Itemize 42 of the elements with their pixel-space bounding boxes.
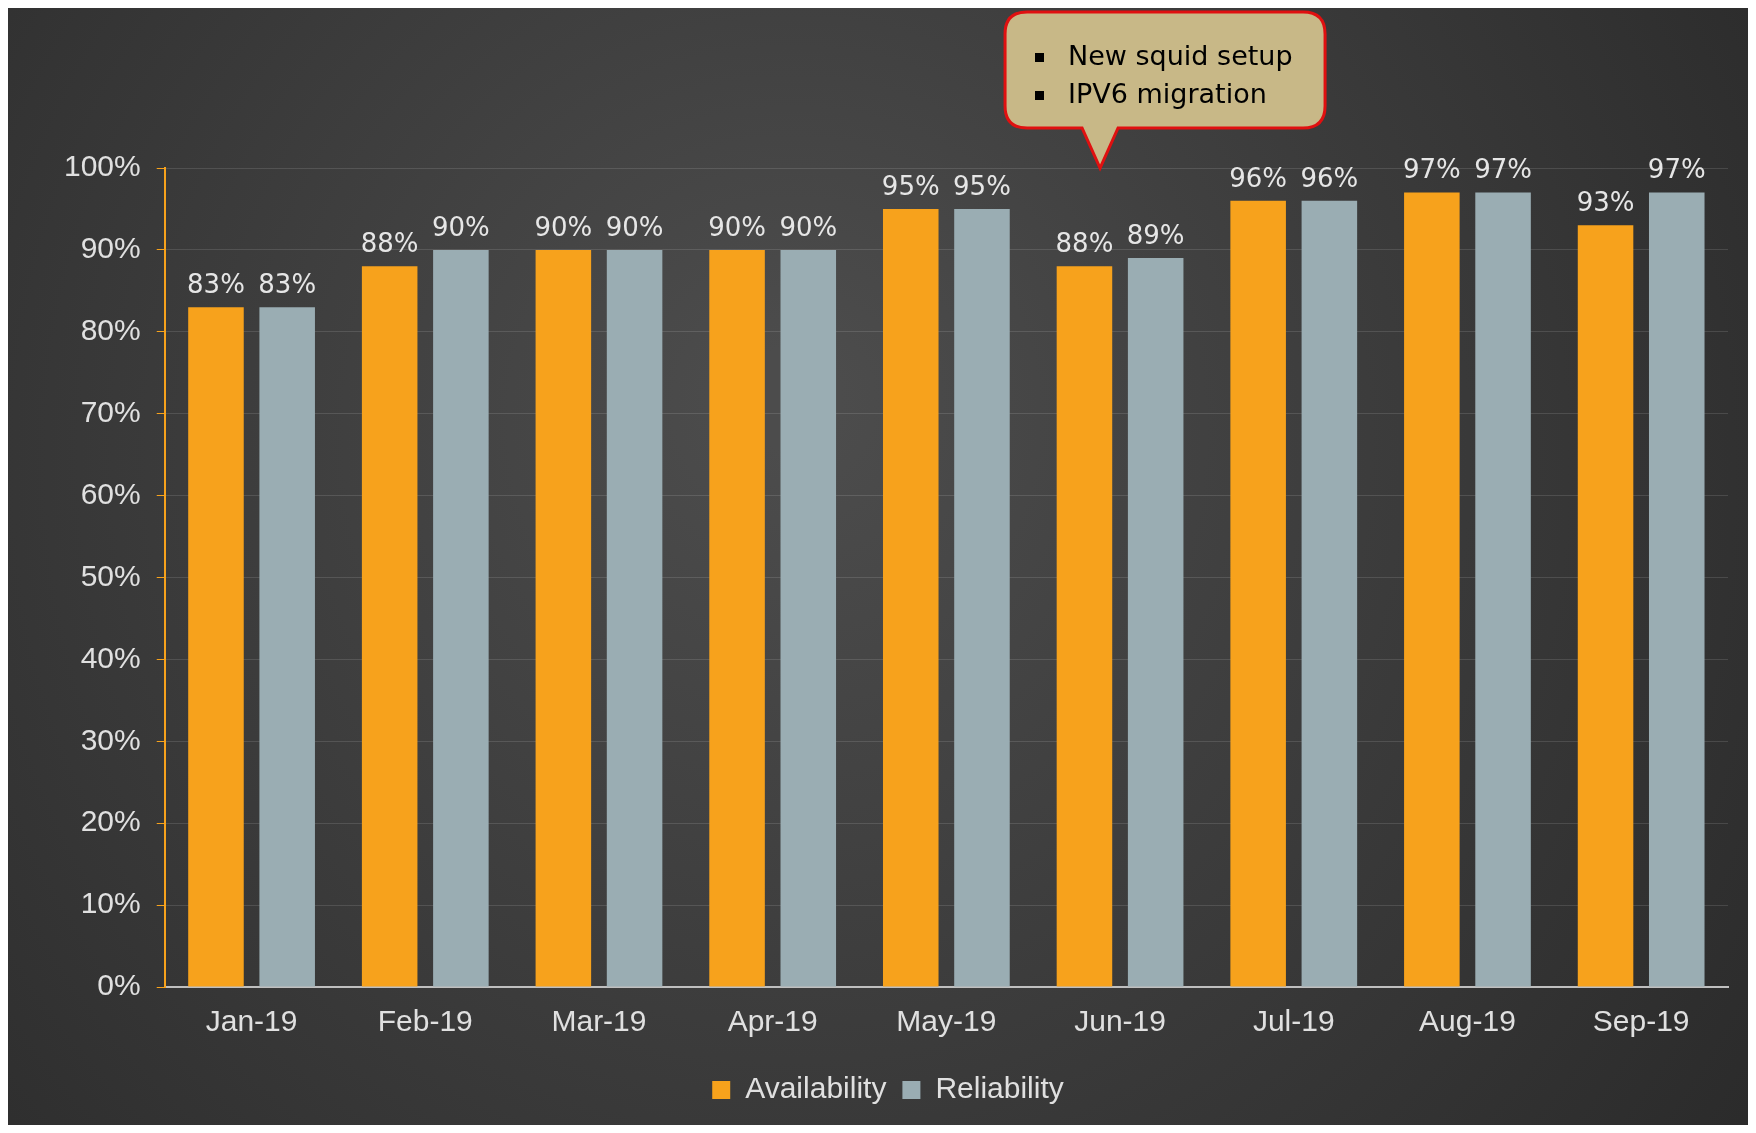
y-tick-label: 90%: [80, 231, 141, 265]
y-tick-label: 40%: [80, 640, 141, 674]
y-tick-label: 70%: [80, 394, 141, 428]
x-tick-label: Mar-19: [551, 1004, 647, 1038]
x-tick-label: Feb-19: [377, 1004, 473, 1038]
x-tick-label: Jul-19: [1252, 1004, 1335, 1038]
data-label: 97%: [1402, 154, 1461, 185]
data-label: 96%: [1300, 162, 1359, 193]
data-label: 90%: [534, 211, 593, 242]
legend-label: Reliability: [935, 1071, 1064, 1105]
data-label: 95%: [953, 170, 1011, 201]
y-tick-label: 30%: [80, 722, 141, 756]
y-tick-label: 20%: [80, 804, 141, 838]
data-label: 97%: [1474, 154, 1532, 185]
x-tick-label: Jun-19: [1074, 1004, 1166, 1038]
y-tick-label: 60%: [80, 476, 141, 510]
data-label: 90%: [431, 211, 490, 242]
y-tick-label: 50%: [80, 558, 141, 592]
data-label: 95%: [881, 170, 940, 201]
data-label: 89%: [1126, 219, 1185, 250]
text: New squid setup: [1068, 40, 1293, 72]
y-tick-label: 80%: [80, 313, 141, 347]
data-label: 88%: [1055, 228, 1114, 259]
data-label: 83%: [187, 268, 245, 299]
x-tick-label: Aug-19: [1419, 1004, 1516, 1038]
legend-label: Availability: [745, 1071, 887, 1105]
y-tick-label: 100%: [63, 149, 141, 183]
data-label: 97%: [1647, 154, 1706, 185]
y-tick-label: 0%: [97, 968, 141, 1002]
x-tick-label: Apr-19: [727, 1004, 818, 1038]
data-label: 93%: [1576, 187, 1635, 218]
data-label: 90%: [708, 211, 766, 242]
data-label: 90%: [605, 211, 664, 242]
data-label: 90%: [779, 211, 838, 242]
x-tick-label: Sep-19: [1592, 1004, 1690, 1038]
data-label: 83%: [258, 268, 317, 299]
y-tick-label: 10%: [80, 886, 141, 920]
x-tick-label: May-19: [896, 1004, 997, 1038]
text: IPV6 migration: [1068, 78, 1267, 110]
data-label: 96%: [1229, 162, 1288, 193]
x-tick-label: Jan-19: [205, 1004, 298, 1038]
data-label: 88%: [360, 228, 419, 259]
